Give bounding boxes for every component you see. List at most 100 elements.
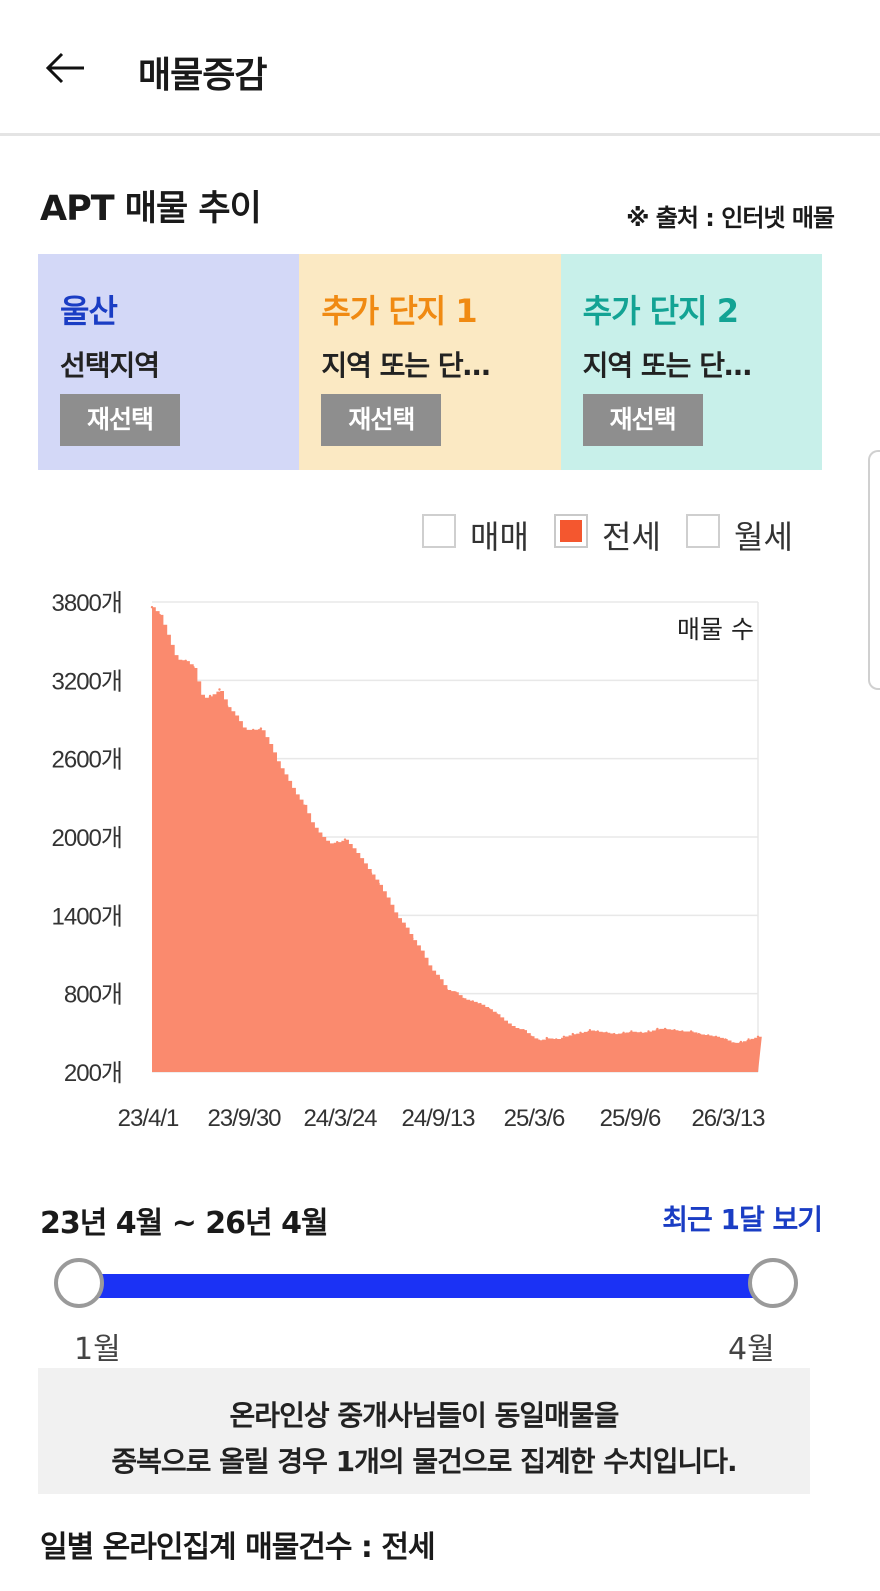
legend-label: 전세	[602, 518, 661, 556]
back-arrow-icon[interactable]	[44, 48, 88, 88]
x-tick-label: 23/4/1	[118, 1105, 179, 1132]
data-point	[243, 728, 246, 732]
data-point	[201, 697, 204, 700]
data-point	[360, 859, 364, 862]
data-point	[394, 914, 397, 917]
data-point	[252, 728, 255, 732]
data-point	[479, 1002, 482, 1006]
region-name: 추가 단지 2	[582, 292, 739, 330]
data-point	[343, 838, 347, 841]
data-point	[596, 1030, 599, 1033]
notice-line: 중복으로 올릴 경우 1개의 물건으로 집계한 수치입니다.	[111, 1445, 737, 1478]
reselect-button[interactable]: 재선택	[60, 394, 180, 446]
data-point	[697, 1032, 700, 1036]
data-point	[731, 1042, 735, 1045]
section-title: APT 매물 추이	[40, 189, 262, 229]
data-point	[377, 882, 380, 886]
scrollbar[interactable]	[868, 450, 880, 690]
region-card-extra-2: 추가 단지 2 지역 또는 단… 재선택	[560, 254, 822, 470]
data-point	[673, 1029, 676, 1032]
notice-line: 온라인상 중개사님들이 동일매물을	[229, 1399, 620, 1432]
data-point	[437, 976, 441, 980]
reselect-button[interactable]: 재선택	[321, 394, 442, 446]
y-tick-label: 1400개	[52, 903, 122, 930]
page-title: 매물증감	[138, 55, 267, 96]
data-point	[175, 658, 178, 661]
checkbox-icon[interactable]	[554, 514, 588, 548]
data-point	[639, 1031, 642, 1034]
data-point	[276, 762, 280, 766]
range-slider-track[interactable]	[80, 1274, 772, 1298]
data-point	[605, 1031, 608, 1034]
data-point	[259, 727, 263, 730]
data-point	[747, 1038, 750, 1041]
data-point	[336, 841, 339, 844]
data-point	[505, 1021, 508, 1024]
listing-trend-chart: 3800개 3200개 2600개 2000개 1400개 800개 200개 23/4/1 2…	[52, 590, 767, 1132]
data-point	[622, 1031, 625, 1034]
region-card-primary: 울산 선택지역 재선택	[38, 254, 300, 470]
data-point	[192, 666, 195, 669]
data-point	[386, 898, 390, 901]
data-point	[285, 777, 289, 780]
data-point	[293, 791, 296, 794]
data-point	[353, 848, 356, 852]
data-point	[208, 694, 212, 698]
data-point	[613, 1032, 616, 1036]
region-subtitle: 지역 또는 단…	[582, 349, 752, 382]
region-subtitle: 선택지역	[60, 349, 160, 382]
region-selector: 울산 선택지역 재선택 추가 단지 1 지역 또는 단… 재선택 추가 단지 2…	[38, 254, 822, 470]
x-tick-label: 26/3/13	[691, 1105, 765, 1132]
data-point	[320, 834, 323, 837]
data-point	[445, 988, 448, 991]
checkbox-icon[interactable]	[686, 514, 720, 548]
range-slider-min-handle[interactable]	[54, 1258, 104, 1308]
date-range-label: 23년 4월 ~ 26년 4월	[40, 1206, 329, 1241]
data-point	[663, 1027, 667, 1031]
y-tick-label: 3800개	[52, 590, 122, 617]
y-tick-label: 800개	[64, 982, 122, 1009]
data-point	[522, 1029, 525, 1032]
data-point	[428, 966, 431, 969]
data-point	[588, 1029, 592, 1032]
data-point	[327, 842, 331, 845]
data-point	[269, 744, 272, 747]
data-point	[167, 637, 170, 640]
data-point	[310, 822, 313, 826]
recent-month-link[interactable]: 최근 1달 보기	[662, 1203, 823, 1236]
data-point	[724, 1038, 727, 1041]
reselect-button[interactable]: 재선택	[582, 394, 703, 446]
region-name: 울산	[60, 292, 118, 330]
data-point	[714, 1035, 718, 1038]
data-point	[579, 1031, 582, 1034]
legend-label: 월세	[734, 518, 793, 556]
range-slider-max-handle[interactable]	[748, 1258, 798, 1308]
chart-annotation: 매물 수	[677, 615, 754, 644]
legend-label: 매매	[470, 518, 529, 556]
chart-legend: 매매 전세 월세	[0, 514, 880, 556]
slider-min-label: 1월	[74, 1332, 121, 1367]
data-point	[454, 991, 457, 994]
data-point	[707, 1034, 710, 1037]
daily-count-title: 일별 온라인집계 매물건수 : 전세	[40, 1530, 436, 1565]
y-tick-label: 3200개	[52, 668, 122, 695]
data-point	[462, 997, 465, 1001]
region-subtitle: 지역 또는 단…	[321, 349, 490, 382]
region-card-extra-1: 추가 단지 1 지역 또는 단… 재선택	[299, 254, 561, 470]
slider-max-label: 4월	[728, 1332, 775, 1367]
app-header: 매물증감	[0, 0, 880, 136]
checkbox-icon[interactable]	[422, 514, 456, 548]
data-point	[630, 1030, 633, 1033]
y-tick-label: 2000개	[52, 825, 122, 852]
x-tick-label: 25/3/6	[504, 1105, 565, 1132]
notice-box: 온라인상 중개사님들이 동일매물을 중복으로 올릴 경우 1개의 물건으로 집계…	[38, 1368, 810, 1494]
series-area	[152, 607, 762, 1072]
data-point	[150, 606, 154, 609]
data-point	[158, 613, 161, 617]
data-point	[411, 937, 414, 940]
data-point	[647, 1030, 650, 1033]
data-point	[537, 1039, 541, 1042]
data-point	[681, 1030, 684, 1033]
data-point	[403, 924, 406, 927]
data-point	[420, 950, 423, 954]
